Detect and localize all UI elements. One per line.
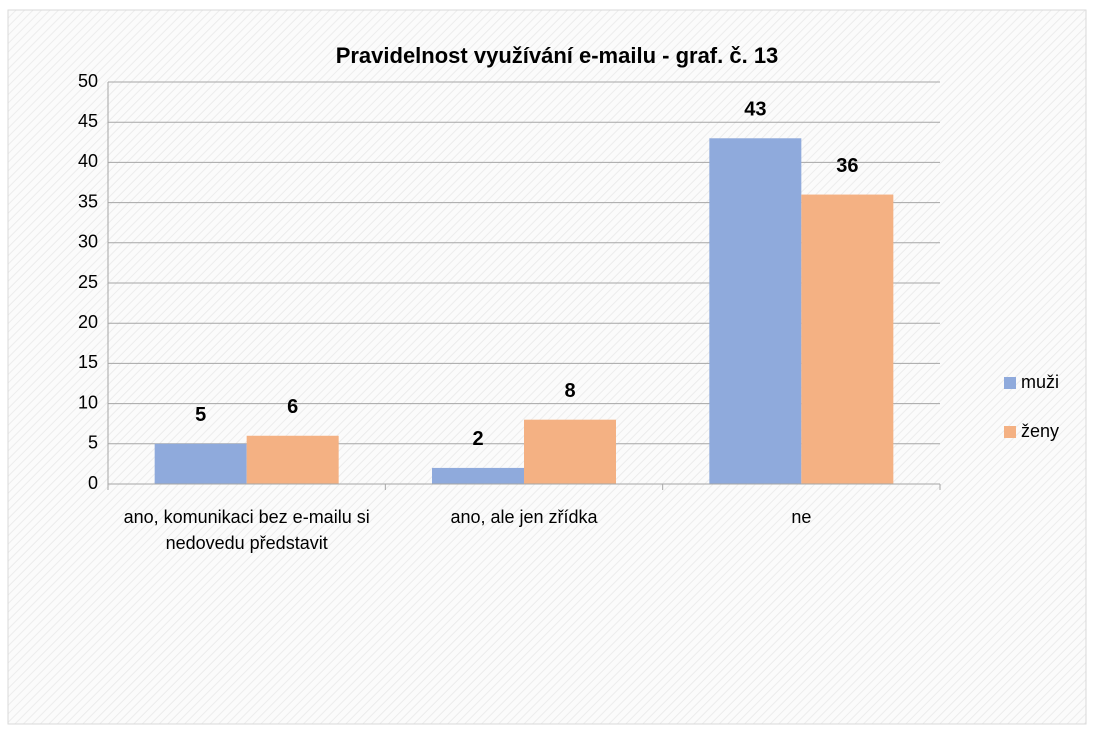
bar xyxy=(154,443,247,484)
data-label: 8 xyxy=(564,380,575,402)
bar xyxy=(709,138,802,484)
bar xyxy=(801,194,894,484)
data-label: 5 xyxy=(195,404,206,426)
bar xyxy=(246,435,339,484)
legend-swatch xyxy=(1004,377,1016,389)
bar xyxy=(524,419,616,484)
data-label: 36 xyxy=(836,155,858,177)
y-tick-label: 0 xyxy=(88,473,98,493)
legend-label: muži xyxy=(1021,372,1059,392)
y-tick-label: 15 xyxy=(78,352,98,372)
legend-label: ženy xyxy=(1021,421,1059,441)
y-tick-label: 45 xyxy=(78,111,98,131)
y-tick-label: 35 xyxy=(78,191,98,211)
x-tick-label: ne xyxy=(791,507,812,527)
data-label: 43 xyxy=(744,99,766,121)
data-label: 6 xyxy=(287,396,298,418)
chart-background xyxy=(7,9,1087,725)
y-tick-label: 50 xyxy=(78,71,98,91)
x-tick-label: ano, ale jen zřídka xyxy=(450,507,598,527)
y-tick-label: 40 xyxy=(78,151,98,171)
x-tick-label: ano, komunikaci bez e-mailu si nedovedu … xyxy=(123,507,370,553)
y-tick-label: 10 xyxy=(78,392,98,412)
chart-title: Pravidelnost využívání e-mailu - graf. č… xyxy=(336,43,779,68)
legend-swatch xyxy=(1004,426,1016,438)
bar xyxy=(432,467,524,484)
y-tick-label: 20 xyxy=(78,312,98,332)
y-tick-label: 5 xyxy=(88,433,98,453)
y-tick-label: 25 xyxy=(78,272,98,292)
data-label: 2 xyxy=(472,428,483,450)
y-tick-label: 30 xyxy=(78,232,98,252)
